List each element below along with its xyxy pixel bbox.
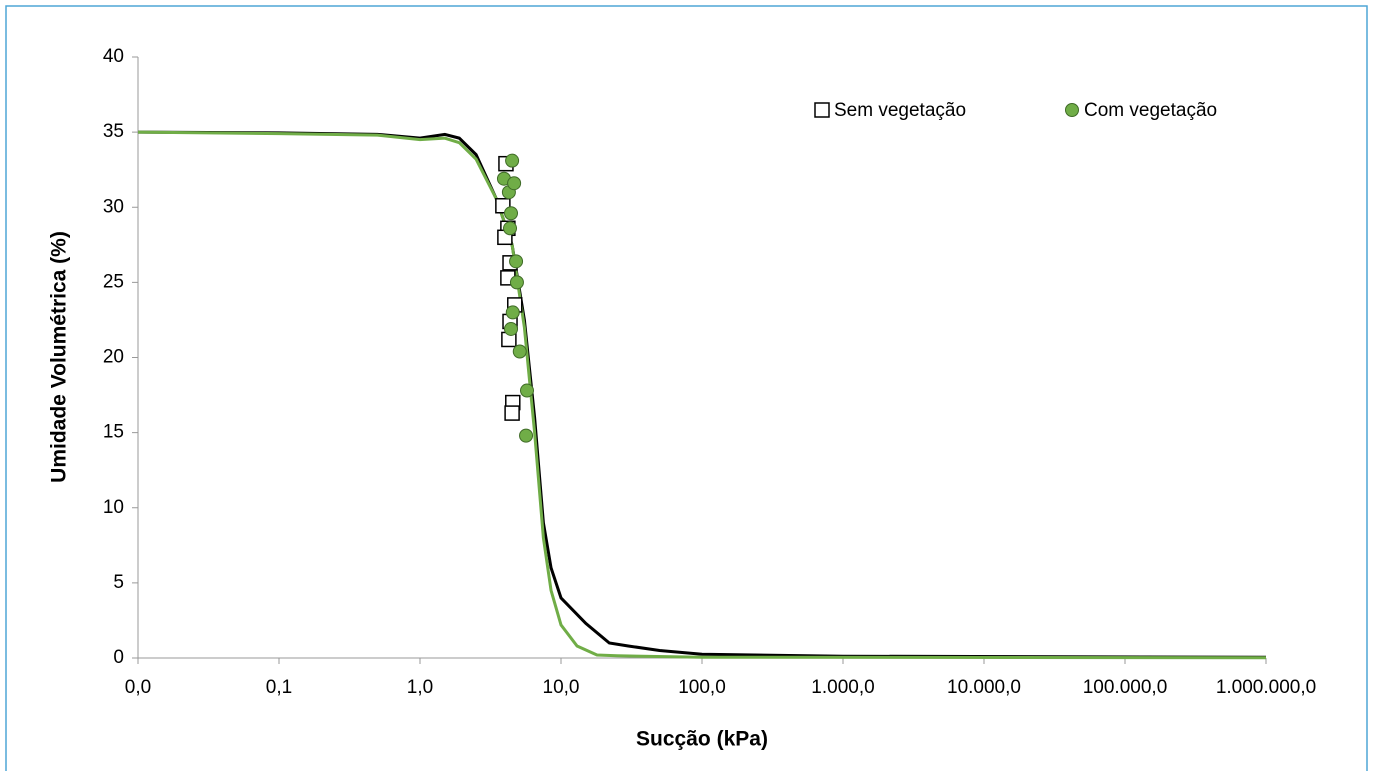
y-tick-label: 30 [103,196,124,217]
y-tick-label: 0 [113,647,124,668]
x-tick-label: 1.000,0 [811,677,874,698]
fit-curve [137,130,1267,660]
point [507,176,522,191]
fit-curve [137,130,1267,659]
legend-marker [1065,103,1079,117]
y-tick-label: 5 [113,572,124,593]
x-tick-label: 100.000,0 [1083,677,1168,698]
legend-marker [814,102,830,118]
point [519,428,534,443]
point [520,383,535,398]
x-tick-label: 100,0 [678,677,726,698]
point [512,344,527,359]
x-tick-label: 0,0 [125,677,151,698]
point [509,254,524,269]
y-tick-label: 20 [103,347,124,368]
x-tick-label: 0,1 [266,677,292,698]
y-tick-label: 25 [103,271,124,292]
point [509,275,524,290]
point [504,405,520,421]
y-axis-title: Umidade Volumétrica (%) [48,231,71,483]
point [504,321,519,336]
x-tick-label: 1,0 [407,677,433,698]
y-tick-label: 15 [103,422,124,443]
x-tick-label: 1.000.000,0 [1216,677,1316,698]
x-tick-label: 10.000,0 [947,677,1021,698]
point [505,153,520,168]
y-tick-label: 10 [103,497,124,518]
y-tick-label: 35 [103,121,124,142]
x-axis-title: Sucção (kPa) [636,728,768,751]
x-tick-label: 10,0 [543,677,580,698]
y-tick-label: 40 [103,46,124,67]
legend-label: Sem vegetação [834,100,966,121]
legend-label: Com vegetação [1084,100,1217,121]
point [504,206,519,221]
point [503,221,518,236]
frame [5,5,1368,771]
point [505,305,520,320]
